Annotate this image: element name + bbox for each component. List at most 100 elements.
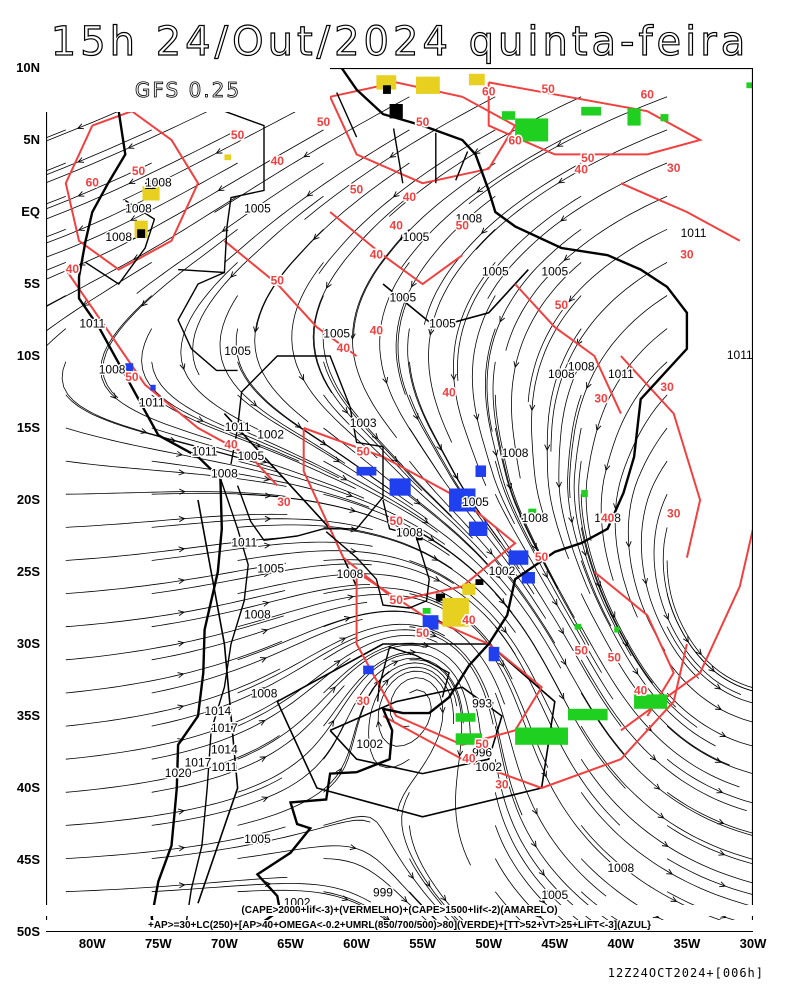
area-yellow	[142, 186, 160, 201]
streamline	[46, 328, 67, 347]
lat-tick-label: 15S	[16, 420, 40, 435]
country-border	[377, 646, 450, 702]
streamline-arrow	[129, 215, 137, 221]
pressure-label: 1011	[139, 396, 165, 410]
streamline-arrow	[568, 516, 575, 524]
pressure-label: 1005	[244, 832, 271, 846]
area-green	[660, 114, 669, 122]
streamline-arrow	[303, 151, 311, 158]
streamline-arrow	[428, 535, 435, 542]
streamline-arrow	[110, 392, 117, 400]
isotach-label: 50	[575, 643, 589, 657]
isotach-label: 50	[555, 298, 569, 312]
area-yellow	[376, 75, 397, 90]
isotach	[64, 110, 200, 271]
streamline-arrow	[581, 549, 588, 557]
streamline-arrow	[719, 881, 727, 888]
area-green	[515, 727, 568, 745]
streamline	[151, 657, 351, 760]
isotach-label: 60	[482, 85, 496, 99]
isotach	[487, 81, 703, 156]
isotach-label: 50	[356, 445, 370, 459]
streamline	[487, 162, 668, 299]
isotach	[620, 182, 741, 242]
streamline-arrow	[262, 600, 270, 607]
lon-tick-label: 45W	[541, 936, 569, 951]
pressure-label: 1011	[192, 445, 218, 459]
isotach-label: 30	[277, 495, 291, 509]
streamline-arrow	[560, 658, 567, 666]
pressure-label: 1005	[389, 291, 416, 305]
streamline	[558, 361, 591, 595]
streamline-arrow	[177, 672, 185, 679]
streamline	[151, 685, 345, 793]
area-green	[581, 489, 588, 498]
isotach-label: 40	[601, 511, 615, 525]
isotach-label: 60	[508, 134, 522, 148]
pressure-label: 1011	[231, 535, 257, 549]
streamline-arrow	[230, 271, 237, 278]
pressure-label: 1011	[79, 316, 105, 330]
streamline	[126, 129, 324, 243]
streamline-arrow	[215, 148, 223, 154]
streamline	[46, 295, 66, 307]
area-blue	[475, 465, 487, 477]
isotach-label: 30	[495, 777, 509, 791]
area-red	[475, 579, 484, 585]
streamline-arrow	[531, 542, 537, 550]
isotach-label: 40	[403, 190, 417, 204]
streamline-arrow	[480, 227, 488, 235]
streamline-arrow	[333, 456, 341, 463]
streamline-arrow	[260, 457, 268, 464]
isotach-label: 50	[125, 370, 139, 384]
streamline-arrow	[421, 517, 429, 524]
pressure-label: 1011	[681, 226, 707, 240]
area-yellow	[442, 597, 469, 627]
streamline-arrow	[77, 225, 85, 231]
streamline	[580, 494, 677, 708]
isotach-label: 40	[370, 324, 384, 338]
streamline	[578, 461, 654, 684]
streamline	[323, 559, 516, 656]
pressure-label: 1008	[594, 511, 621, 525]
streamline-arrow	[258, 720, 266, 726]
streamline	[65, 640, 283, 694]
streamline-arrow	[391, 660, 399, 667]
streamline	[151, 725, 344, 826]
streamline	[666, 758, 753, 804]
area-red	[382, 85, 391, 94]
streamline-arrow	[346, 491, 354, 498]
streamline-arrow	[657, 812, 665, 819]
streamline-arrow	[604, 464, 611, 472]
streamline-arrow	[329, 686, 336, 693]
isotach-label: 40	[390, 219, 404, 233]
streamline	[471, 295, 515, 525]
streamline	[192, 195, 324, 376]
isotach-label: 40	[634, 684, 648, 698]
pressure-label: 1017	[211, 721, 238, 735]
streamline	[65, 491, 288, 497]
streamline-arrow	[375, 720, 382, 728]
streamline	[494, 726, 612, 923]
streamline	[407, 328, 501, 543]
isobar	[329, 686, 503, 775]
streamline	[151, 518, 373, 531]
streamline-arrow	[77, 157, 85, 163]
streamline	[318, 129, 496, 274]
area-red	[389, 104, 403, 119]
isotach	[382, 643, 688, 790]
streamline-arrow	[622, 640, 629, 647]
weather-map: 1008 1008 1008 1005 1005 1008 1011 1005 1005 1005…	[46, 68, 753, 932]
streamline-arrow	[530, 840, 537, 848]
streamline	[224, 129, 410, 264]
streamline	[351, 229, 410, 438]
streamline-arrow	[531, 808, 538, 816]
streamline	[423, 162, 582, 325]
area-yellow	[224, 154, 232, 161]
area-blue	[422, 615, 439, 630]
pressure-label: 1008	[522, 511, 549, 525]
streamline	[409, 493, 562, 669]
streamline	[546, 328, 582, 560]
lon-tick-label: 60W	[343, 936, 370, 951]
